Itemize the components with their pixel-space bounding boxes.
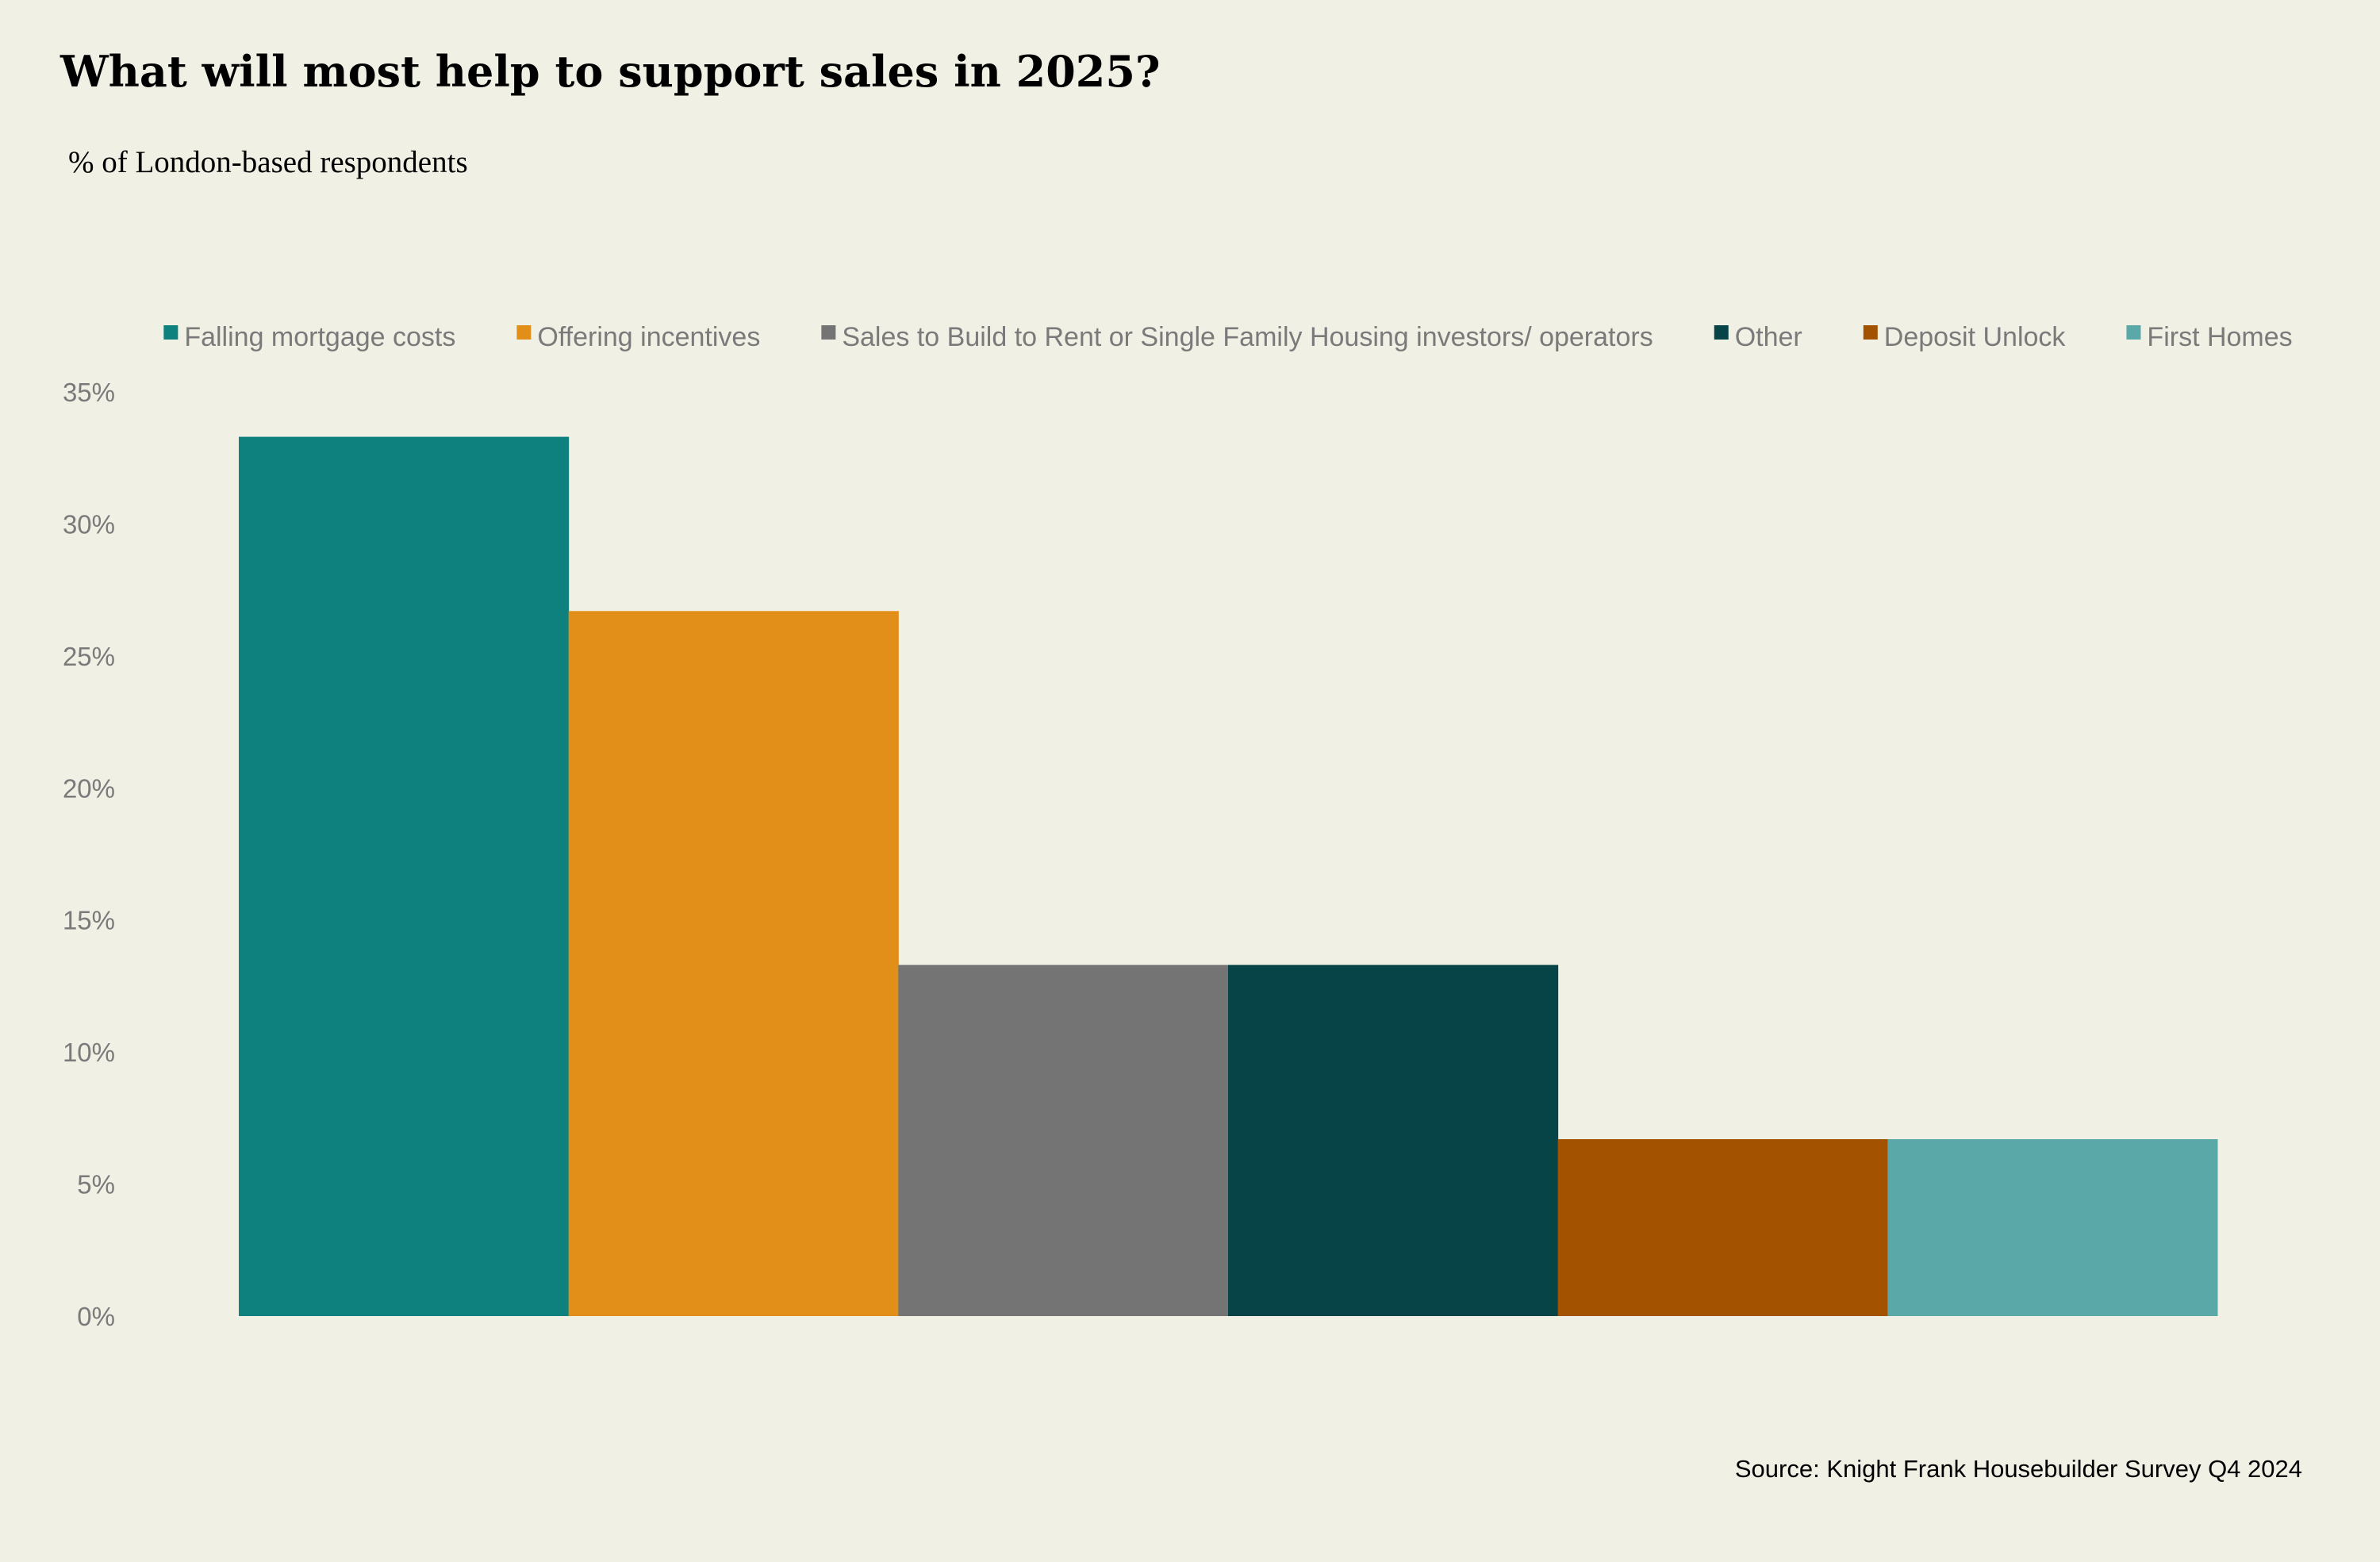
legend-item: First Homes xyxy=(2126,322,2293,352)
bar-offering-incentives xyxy=(568,611,899,1316)
bar-falling-mortgage-costs xyxy=(239,436,570,1316)
y-axis: 0% 5% 10% 15% 20% 25% 30% 35% xyxy=(63,378,115,1331)
chart-subtitle: % of London-based respondents xyxy=(68,145,468,179)
legend-swatch xyxy=(163,325,178,340)
y-tick-label: 25% xyxy=(63,642,115,671)
legend-item: Deposit Unlock xyxy=(1863,322,2067,352)
y-tick-label: 5% xyxy=(77,1170,115,1199)
y-tick-label: 20% xyxy=(63,773,115,803)
bar-first-homes xyxy=(1887,1138,2218,1316)
y-tick-label: 10% xyxy=(63,1038,115,1067)
source-note: Source: Knight Frank Housebuilder Survey… xyxy=(1734,1455,2302,1483)
y-tick-label: 15% xyxy=(63,906,115,935)
legend-swatch xyxy=(1863,325,1878,340)
chart-legend: Falling mortgage costs Offering incentive… xyxy=(163,322,2293,352)
bar-sales-to-build-to-rent-or-single-family-housing-investors-operators xyxy=(898,965,1229,1316)
y-tick-label: 30% xyxy=(63,509,115,539)
legend-item: Sales to Build to Rent or Single Family … xyxy=(821,322,1653,352)
chart-title: What will most help to support sales in … xyxy=(60,46,1161,97)
legend-item: Offering incentives xyxy=(516,322,760,352)
y-tick-label: 35% xyxy=(63,378,115,407)
bar-deposit-unlock xyxy=(1557,1138,1888,1316)
legend-label: Other xyxy=(1735,322,1802,352)
bar-group xyxy=(239,436,2218,1316)
bar-other xyxy=(1228,965,1559,1316)
legend-label: Falling mortgage costs xyxy=(184,322,455,352)
legend-swatch xyxy=(821,325,836,340)
legend-swatch xyxy=(1714,325,1729,340)
y-tick-label: 0% xyxy=(77,1302,115,1331)
legend-swatch xyxy=(2126,325,2141,340)
legend-label: Deposit Unlock xyxy=(1884,322,2067,352)
legend-swatch xyxy=(516,325,532,340)
legend-item: Other xyxy=(1714,322,1802,352)
legend-item: Falling mortgage costs xyxy=(163,322,455,352)
legend-label: Offering incentives xyxy=(537,322,760,352)
legend-label: First Homes xyxy=(2147,322,2292,352)
legend-label: Sales to Build to Rent or Single Family … xyxy=(842,322,1653,352)
